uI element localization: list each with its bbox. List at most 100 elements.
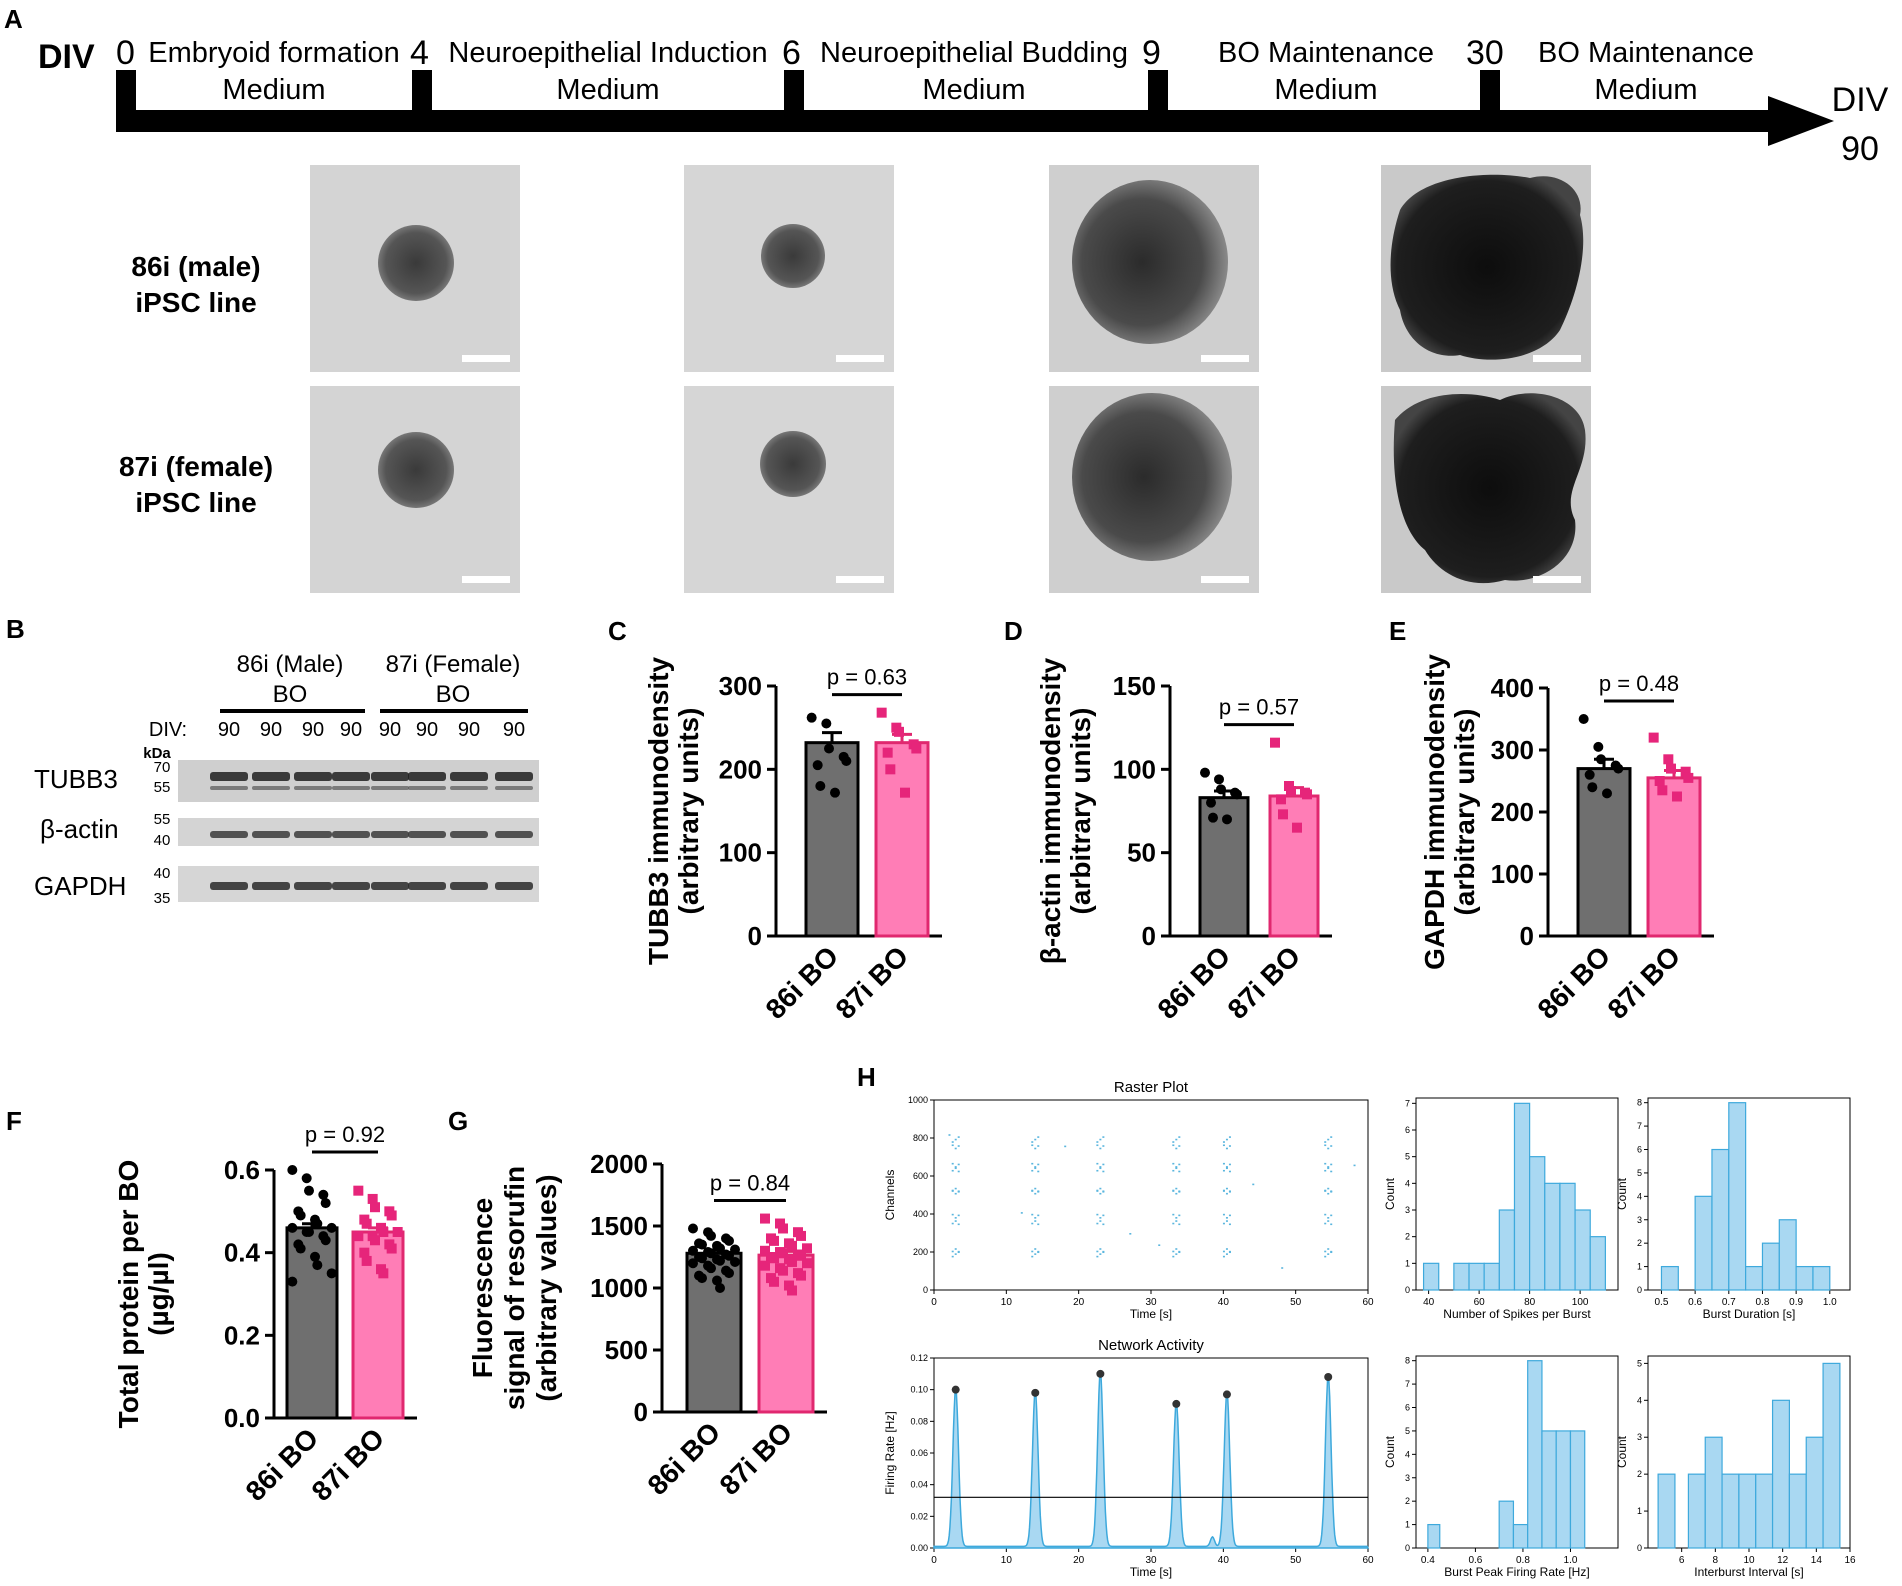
mw-marker: 40 xyxy=(154,865,171,882)
lane-label: 90 xyxy=(416,719,438,741)
x-tick-label: 30 xyxy=(1145,1555,1157,1566)
spike-mark xyxy=(1225,1220,1228,1222)
y-tick-label: 0 xyxy=(1520,921,1534,951)
data-point xyxy=(715,1283,725,1293)
x-tick-label: 1.0 xyxy=(1564,1555,1578,1566)
data-point xyxy=(769,1276,779,1287)
blot-group1-bracket xyxy=(220,709,365,713)
data-point xyxy=(778,1248,788,1259)
histogram-bar xyxy=(1544,1182,1561,1291)
data-point xyxy=(812,760,823,771)
data-point xyxy=(769,1235,779,1246)
panel-b: B 86i (Male) BO 87i (Female) BO DIV: 90 … xyxy=(6,614,539,907)
data-point xyxy=(320,1198,331,1209)
spike-mark xyxy=(1096,1255,1099,1258)
spike-mark xyxy=(1096,1162,1099,1165)
y-tick-label: 0.12 xyxy=(910,1353,928,1363)
data-point xyxy=(806,712,817,723)
x-tick-label: 20 xyxy=(1073,1297,1085,1308)
spike-mark xyxy=(1330,1163,1333,1166)
spike-mark xyxy=(1175,1248,1178,1250)
x-tick-label: 0.8 xyxy=(1516,1555,1530,1566)
y-tick-label: 0.08 xyxy=(910,1416,928,1426)
spike-mark xyxy=(1037,1223,1040,1226)
panel-label-e: E xyxy=(1389,616,1406,646)
blot-band xyxy=(450,831,488,838)
y-tick-label: 7 xyxy=(1405,1098,1410,1108)
blot-band xyxy=(495,772,533,781)
histogram-bar xyxy=(1529,1156,1546,1291)
spike-mark xyxy=(1034,1192,1037,1195)
spike-mark xyxy=(1031,1190,1034,1192)
data-point xyxy=(1232,789,1242,800)
spike-mark xyxy=(1353,1164,1356,1167)
histogram-bar xyxy=(1483,1262,1500,1291)
spike-mark xyxy=(954,1167,957,1170)
timeline-arrowhead xyxy=(1768,96,1834,146)
y-tick-label: 0.2 xyxy=(224,1320,260,1350)
spike-mark xyxy=(957,1214,960,1217)
histogram-bar xyxy=(1738,1473,1757,1549)
panel-label-c: C xyxy=(608,616,627,646)
y-axis-label: (arbitrary units) xyxy=(1065,708,1096,915)
row-86i-line1: 86i (male) xyxy=(131,251,260,282)
blot-band xyxy=(332,882,370,890)
spike-mark xyxy=(1327,1187,1330,1190)
blot-div-prefix: DIV: xyxy=(149,719,187,741)
data-point xyxy=(1657,785,1668,796)
y-tick-label: 3 xyxy=(1637,1215,1642,1225)
spike-mark xyxy=(1324,1250,1327,1253)
data-point xyxy=(796,1230,806,1241)
spike-mark xyxy=(1228,1145,1231,1147)
y-axis-label: Fluorescence xyxy=(467,1198,498,1379)
x-tick-label: 30 xyxy=(1145,1297,1157,1308)
spike-mark xyxy=(1222,1169,1225,1172)
plot-frame xyxy=(933,1099,1369,1291)
spike-mark xyxy=(1031,1169,1034,1172)
spike-mark xyxy=(957,1191,960,1193)
spike-mark xyxy=(1222,1162,1225,1165)
histogram-bar xyxy=(1771,1399,1790,1549)
histogram-peakrate: 0.4 0.6 0.8 1.0 0 1 2 3 4 5 6 7 8 Burst Peak Firing R… xyxy=(1383,1355,1619,1579)
scale-bar xyxy=(836,576,884,583)
spike-mark xyxy=(1031,1213,1034,1216)
timeline-tick-0 xyxy=(116,70,136,132)
stage-3-line2: Medium xyxy=(922,74,1025,106)
spike-mark xyxy=(1330,1191,1333,1193)
data-point xyxy=(821,718,832,729)
y-axis-label: TUBB3 immunodensity xyxy=(643,657,674,965)
blot-band xyxy=(495,786,533,790)
y-tick-label: 0.00 xyxy=(910,1543,928,1553)
blot-band xyxy=(294,882,332,890)
data-point xyxy=(778,1223,788,1234)
spike-mark xyxy=(1225,1138,1228,1141)
chart-f: 0.0 0.2 0.4 0.6 Total protein per BO (µg/µl) 8… xyxy=(113,1122,417,1507)
histogram-bar xyxy=(1795,1265,1814,1291)
spike-mark xyxy=(1096,1169,1099,1172)
spike-mark xyxy=(1096,1222,1099,1225)
data-point xyxy=(1578,714,1589,724)
category-label: 87i BO xyxy=(306,1422,391,1507)
histogram-bar xyxy=(1788,1473,1807,1549)
y-tick-label: 4 xyxy=(1405,1449,1410,1459)
x-tick-label: 0.7 xyxy=(1722,1297,1736,1308)
blot-band xyxy=(252,882,290,890)
y-tick-label: 1000 xyxy=(908,1095,928,1105)
spike-mark xyxy=(1096,1213,1099,1216)
data-point xyxy=(876,707,887,718)
spike-mark xyxy=(948,1134,951,1136)
blot-band xyxy=(210,882,248,890)
stage-3-line1: Neuroepithelial Budding xyxy=(820,37,1128,69)
blot-band xyxy=(408,882,446,890)
spike-mark xyxy=(1324,1162,1327,1165)
category-label: 86i BO xyxy=(642,1416,727,1501)
data-point xyxy=(815,781,826,791)
category-label: 86i BO xyxy=(1532,940,1617,1025)
spike-mark xyxy=(1175,1192,1178,1195)
spike-mark xyxy=(1330,1170,1333,1173)
spike-mark xyxy=(1225,1166,1228,1168)
x-tick-label: 6 xyxy=(1679,1555,1685,1566)
data-point xyxy=(1654,776,1665,786)
histogram-bar xyxy=(1498,1209,1516,1291)
x-tick-label: 10 xyxy=(1743,1555,1755,1566)
